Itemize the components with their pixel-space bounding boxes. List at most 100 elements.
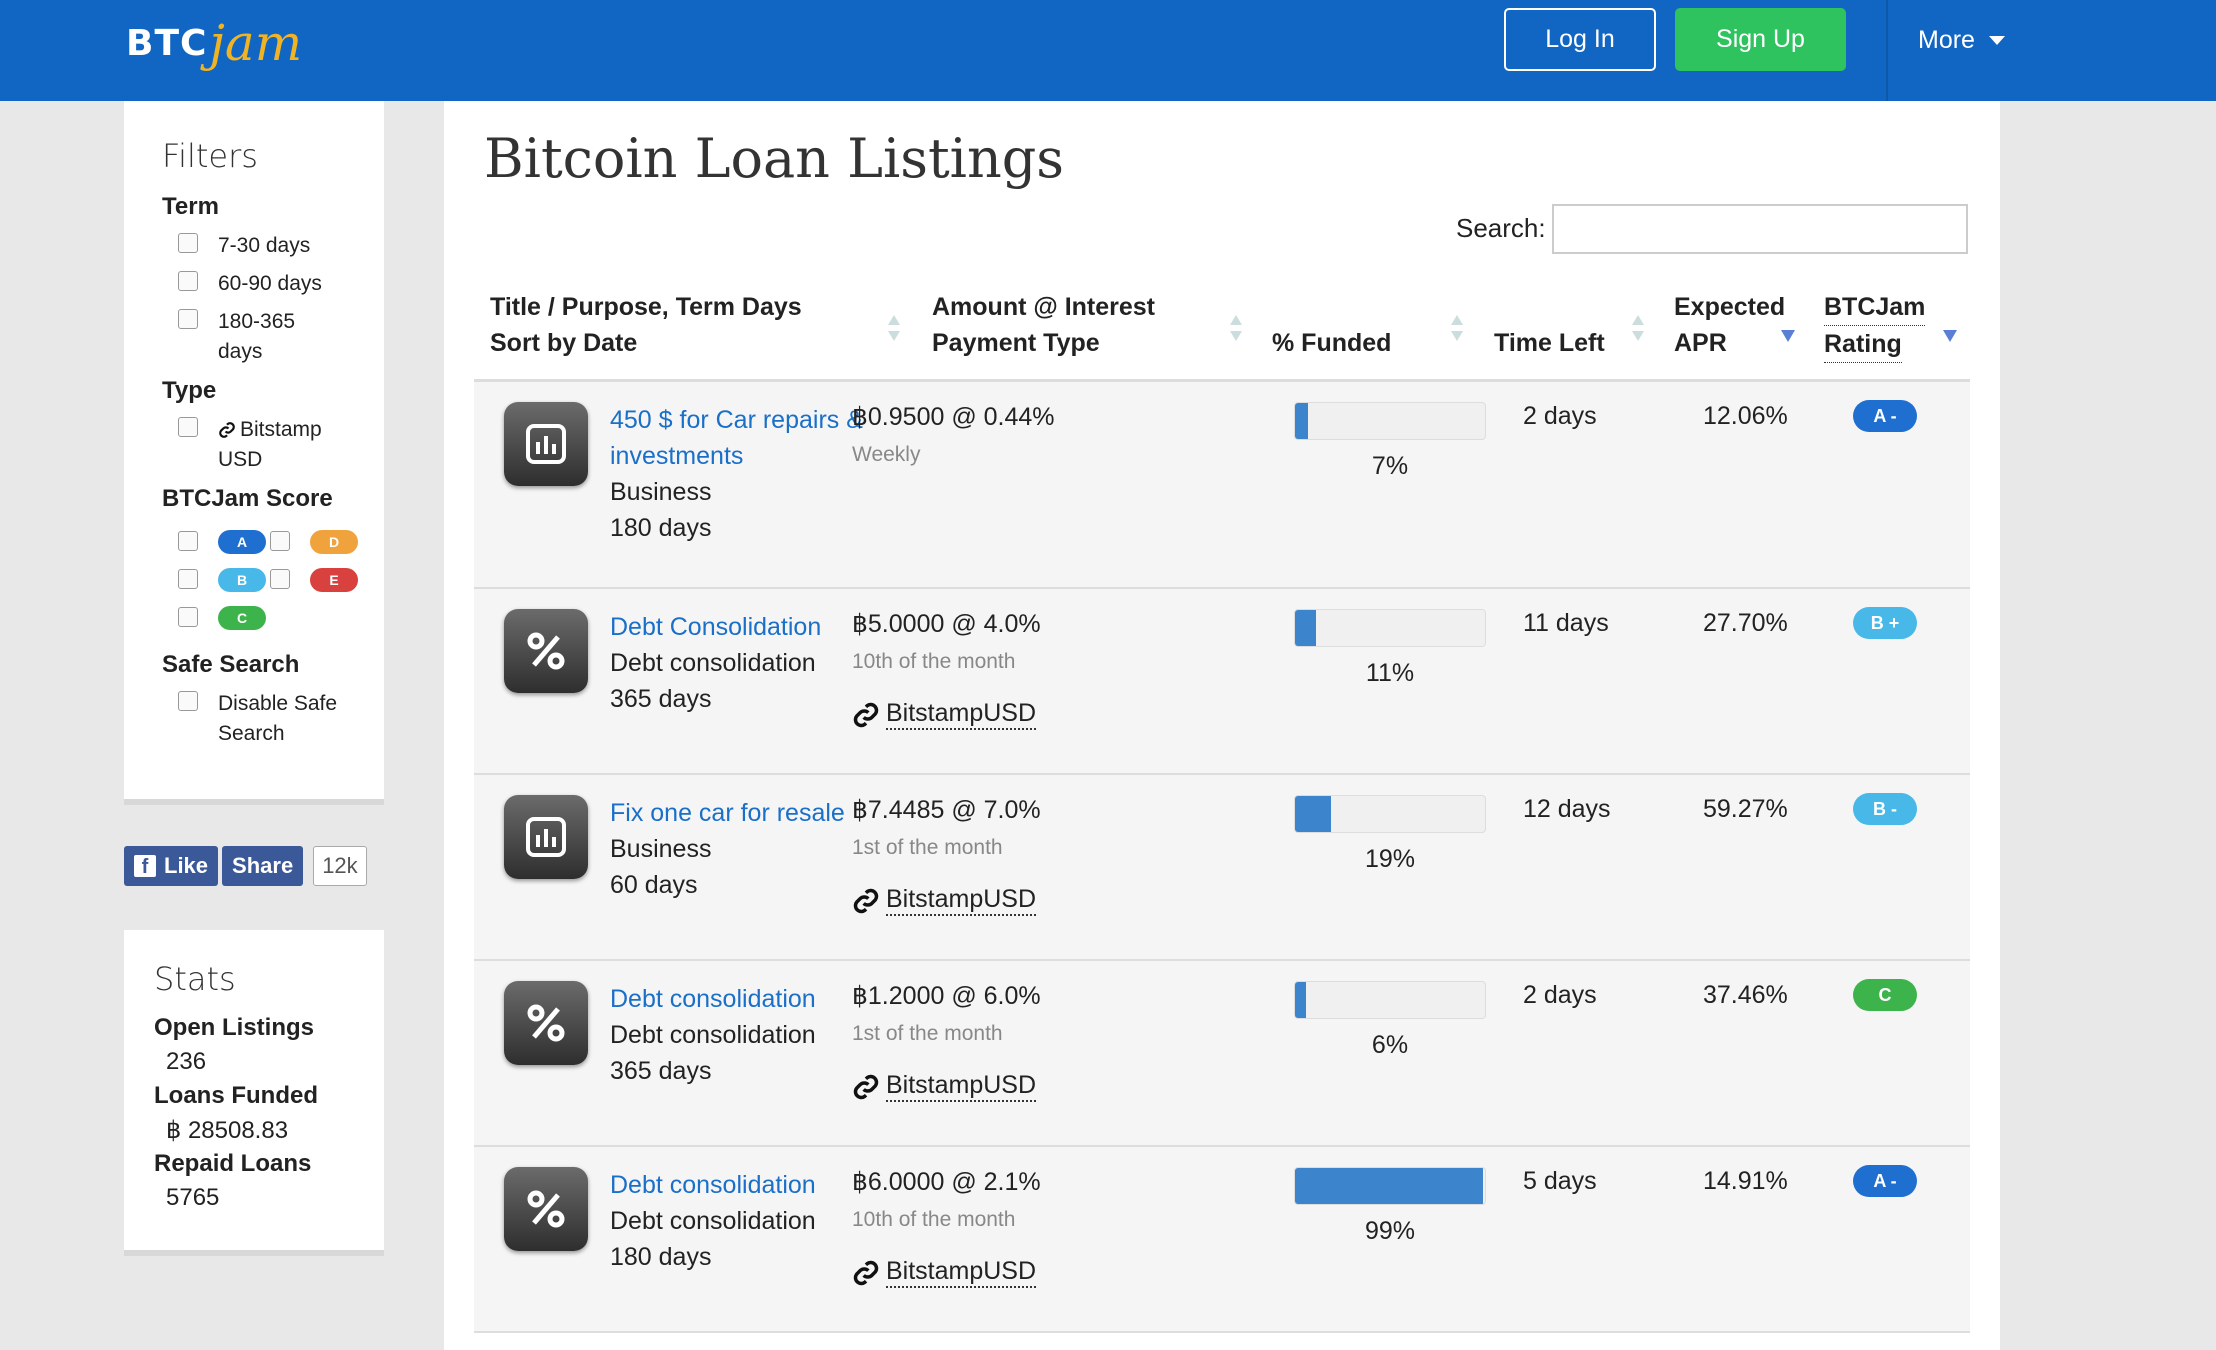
score-c-badge: C xyxy=(218,606,266,630)
sort-desc-icon[interactable] xyxy=(1781,330,1795,342)
bitstamp-link-text: BitstampUSD xyxy=(886,885,1037,916)
listing-purpose: Debt consolidation xyxy=(610,649,816,677)
listing-amount: ฿5.0000 @ 4.0% xyxy=(852,610,1041,638)
link-icon xyxy=(853,702,879,727)
score-a-checkbox[interactable] xyxy=(178,531,198,551)
repaid-loans-label: Repaid Loans xyxy=(154,1150,312,1177)
score-d-badge: D xyxy=(310,530,358,554)
safe-search-heading: Safe Search xyxy=(162,651,300,678)
funded-progress-fill xyxy=(1295,403,1309,439)
listing-purpose: Business xyxy=(610,835,712,863)
sort-desc-icon[interactable] xyxy=(1943,330,1957,342)
funded-progress-bar xyxy=(1294,402,1486,440)
listing-amount: ฿1.2000 @ 6.0% xyxy=(852,982,1041,1010)
link-icon xyxy=(853,888,879,913)
col-title-header[interactable]: Title / Purpose, Term Days Sort by Date xyxy=(490,289,802,361)
facebook-share-button[interactable]: Share xyxy=(222,846,304,886)
col-title-sub-label: Sort by Date xyxy=(490,329,638,357)
score-e-badge: E xyxy=(310,568,358,592)
term-60-90-label: 60-90 days xyxy=(218,272,322,295)
type-heading: Type xyxy=(162,377,217,404)
facebook-share-count: 12k xyxy=(313,846,367,886)
main-content: Bitcoin Loan Listings Search: Title / Pu… xyxy=(444,101,2000,1350)
col-amount-header[interactable]: Amount @ Interest Payment Type xyxy=(932,289,1155,361)
term-heading: Term xyxy=(162,193,219,220)
table-row: Debt consolidation Debt consolidation 36… xyxy=(474,961,1970,1147)
col-amount-sub-label: Payment Type xyxy=(932,329,1100,357)
table-header-divider xyxy=(474,379,1970,382)
expected-apr: 14.91% xyxy=(1703,1167,1788,1195)
term-7-30-label: 7-30 days xyxy=(218,234,311,257)
chevron-down-icon xyxy=(1988,36,2005,45)
listing-term: 60 days xyxy=(610,871,698,899)
listing-term: 365 days xyxy=(610,685,712,713)
disable-safe-search-checkbox[interactable] xyxy=(178,691,198,711)
col-apr-header[interactable]: Expected APR xyxy=(1674,289,1785,361)
bitstamp-link[interactable]: BitstampUSD xyxy=(852,885,1037,916)
bitstamp-link[interactable]: BitstampUSD xyxy=(852,699,1037,730)
table-row: 450 $ for Car repairs & investments Busi… xyxy=(474,382,1970,589)
sort-icon[interactable] xyxy=(1632,315,1644,345)
type-bitstamp-checkbox[interactable] xyxy=(178,417,198,437)
listing-title-link[interactable]: Fix one car for resale xyxy=(610,799,845,827)
logo-btc-text: BTC xyxy=(126,22,208,64)
facebook-like-button[interactable]: f Like xyxy=(124,846,219,886)
listing-term: 180 days xyxy=(610,1243,712,1271)
score-b-badge: B xyxy=(218,568,266,592)
listing-title-link[interactable]: 450 $ for Car repairs & investments xyxy=(610,406,863,470)
facebook-widget: f Like Share 12k xyxy=(124,846,367,886)
search-input[interactable] xyxy=(1552,204,1968,254)
listing-purpose: Debt consolidation xyxy=(610,1021,816,1049)
funded-percent: 6% xyxy=(1371,1031,1409,1059)
bitstamp-link-text: BitstampUSD xyxy=(886,1071,1037,1102)
more-menu[interactable]: More xyxy=(1918,26,2005,55)
expected-apr: 12.06% xyxy=(1703,402,1788,430)
listing-amount: ฿6.0000 @ 2.1% xyxy=(852,1168,1041,1196)
loans-funded-label: Loans Funded xyxy=(154,1082,318,1109)
chart-icon xyxy=(504,795,588,879)
bitstamp-link[interactable]: BitstampUSD xyxy=(852,1257,1037,1288)
signup-button[interactable]: Sign Up xyxy=(1675,8,1846,71)
bitstamp-link[interactable]: BitstampUSD xyxy=(852,1071,1037,1102)
col-time-header[interactable]: Time Left xyxy=(1494,329,1605,357)
col-funded-header[interactable]: % Funded xyxy=(1272,329,1392,357)
score-b-checkbox[interactable] xyxy=(178,569,198,589)
score-c-checkbox[interactable] xyxy=(178,607,198,627)
login-button[interactable]: Log In xyxy=(1504,8,1656,71)
funded-percent: 19% xyxy=(1364,845,1416,873)
listing-payment-type: Weekly xyxy=(852,443,921,466)
percent-icon xyxy=(504,981,588,1065)
funded-progress-fill xyxy=(1295,1168,1484,1204)
btcjam-logo[interactable]: BTC jam xyxy=(126,8,302,78)
term-7-30-checkbox[interactable] xyxy=(178,233,198,253)
rating-badge: A - xyxy=(1853,400,1917,432)
listing-title-link[interactable]: Debt Consolidation xyxy=(610,613,822,641)
filters-title: Filters xyxy=(162,137,258,175)
col-rating-header[interactable]: BTCJam Rating xyxy=(1824,289,2000,363)
expected-apr: 59.27% xyxy=(1703,795,1788,823)
bitstamp-link-text: BitstampUSD xyxy=(886,1257,1037,1288)
table-row: Fix one car for resale Business 60 days … xyxy=(474,775,1970,961)
sort-icon[interactable] xyxy=(1230,315,1242,345)
score-e-checkbox[interactable] xyxy=(270,569,290,589)
page-title: Bitcoin Loan Listings xyxy=(484,127,1064,190)
link-icon xyxy=(219,422,235,438)
type-bitstamp-text: Bitstamp xyxy=(240,418,322,441)
term-180-365-checkbox[interactable] xyxy=(178,309,198,329)
funded-percent: 99% xyxy=(1364,1217,1416,1245)
time-left: 12 days xyxy=(1523,795,1611,823)
rating-badge: A - xyxy=(1853,1165,1917,1197)
disable-safe-search-label-cont: Search xyxy=(218,722,285,745)
bitstamp-link-text: BitstampUSD xyxy=(886,699,1037,730)
term-60-90-checkbox[interactable] xyxy=(178,271,198,291)
expected-apr: 37.46% xyxy=(1703,981,1788,1009)
listing-title-link[interactable]: Debt consolidation xyxy=(610,1171,816,1199)
col-rating-label: BTCJam xyxy=(1824,289,1926,326)
listing-title-link[interactable]: Debt consolidation xyxy=(610,985,816,1013)
listing-amount: ฿0.9500 @ 0.44% xyxy=(852,403,1055,431)
score-d-checkbox[interactable] xyxy=(270,531,290,551)
expected-apr: 27.70% xyxy=(1703,609,1788,637)
sort-icon[interactable] xyxy=(888,315,900,345)
listing-purpose: Debt consolidation xyxy=(610,1207,816,1235)
sort-icon[interactable] xyxy=(1451,315,1463,345)
